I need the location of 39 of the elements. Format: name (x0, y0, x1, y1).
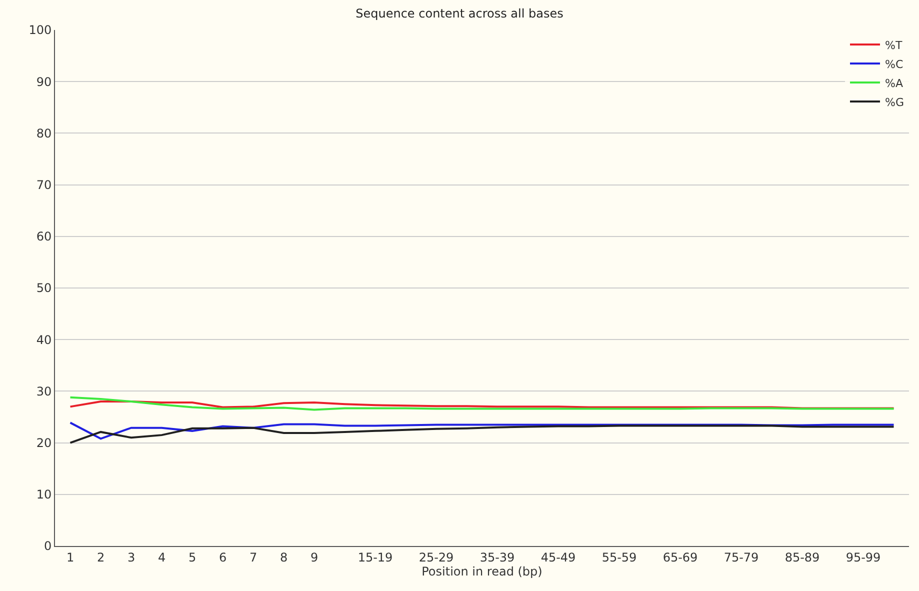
x-tick-label: 2 (96, 550, 105, 564)
y-tick-label: 0 (44, 539, 52, 554)
x-tick-label: 4 (158, 550, 166, 564)
y-tick-label: 30 (36, 384, 52, 398)
x-tick-label: 8 (280, 550, 288, 564)
legend-label: %C (885, 58, 904, 71)
x-tick-label: 6 (218, 550, 227, 564)
legend-label: %G (885, 96, 904, 109)
legend-label: %T (885, 38, 902, 52)
line-series (69, 400, 895, 410)
x-tick-label: 65-69 (662, 550, 698, 564)
y-tick-label: 90 (36, 74, 52, 89)
y-tick-label: 20 (36, 436, 52, 450)
x-tick-label: 3 (127, 550, 136, 564)
x-tick-label: 55-59 (602, 550, 637, 564)
y-tick-label: 100 (28, 23, 52, 38)
legend-label: %A (885, 76, 904, 90)
x-tick-label: 15-19 (358, 550, 393, 564)
y-tick-label: 10 (36, 488, 52, 502)
y-tick-label: 50 (36, 281, 52, 296)
x-tick-label: 75-79 (724, 550, 759, 564)
y-tick-label: 60 (36, 230, 52, 244)
x-tick-label: 1 (66, 550, 74, 564)
x-axis-title: Position in read (bp) (422, 564, 542, 578)
x-tick-label: 95-99 (846, 550, 881, 564)
x-tick-label: 35-39 (480, 550, 515, 564)
chart-title: Sequence content across all bases (356, 6, 564, 20)
x-tick-label: 9 (310, 550, 318, 564)
y-tick-label: 40 (36, 332, 52, 347)
line-series (69, 422, 895, 440)
line-series (69, 424, 895, 444)
y-tick-label: 80 (36, 126, 52, 140)
x-tick-label: 7 (249, 550, 258, 564)
line-series (69, 396, 895, 411)
y-tick-label: 70 (36, 178, 52, 192)
x-tick-label: 5 (188, 550, 196, 564)
x-tick-label: 45-49 (540, 550, 576, 564)
x-tick-label: 85-89 (784, 550, 820, 564)
x-tick-label: 25-29 (418, 550, 454, 564)
